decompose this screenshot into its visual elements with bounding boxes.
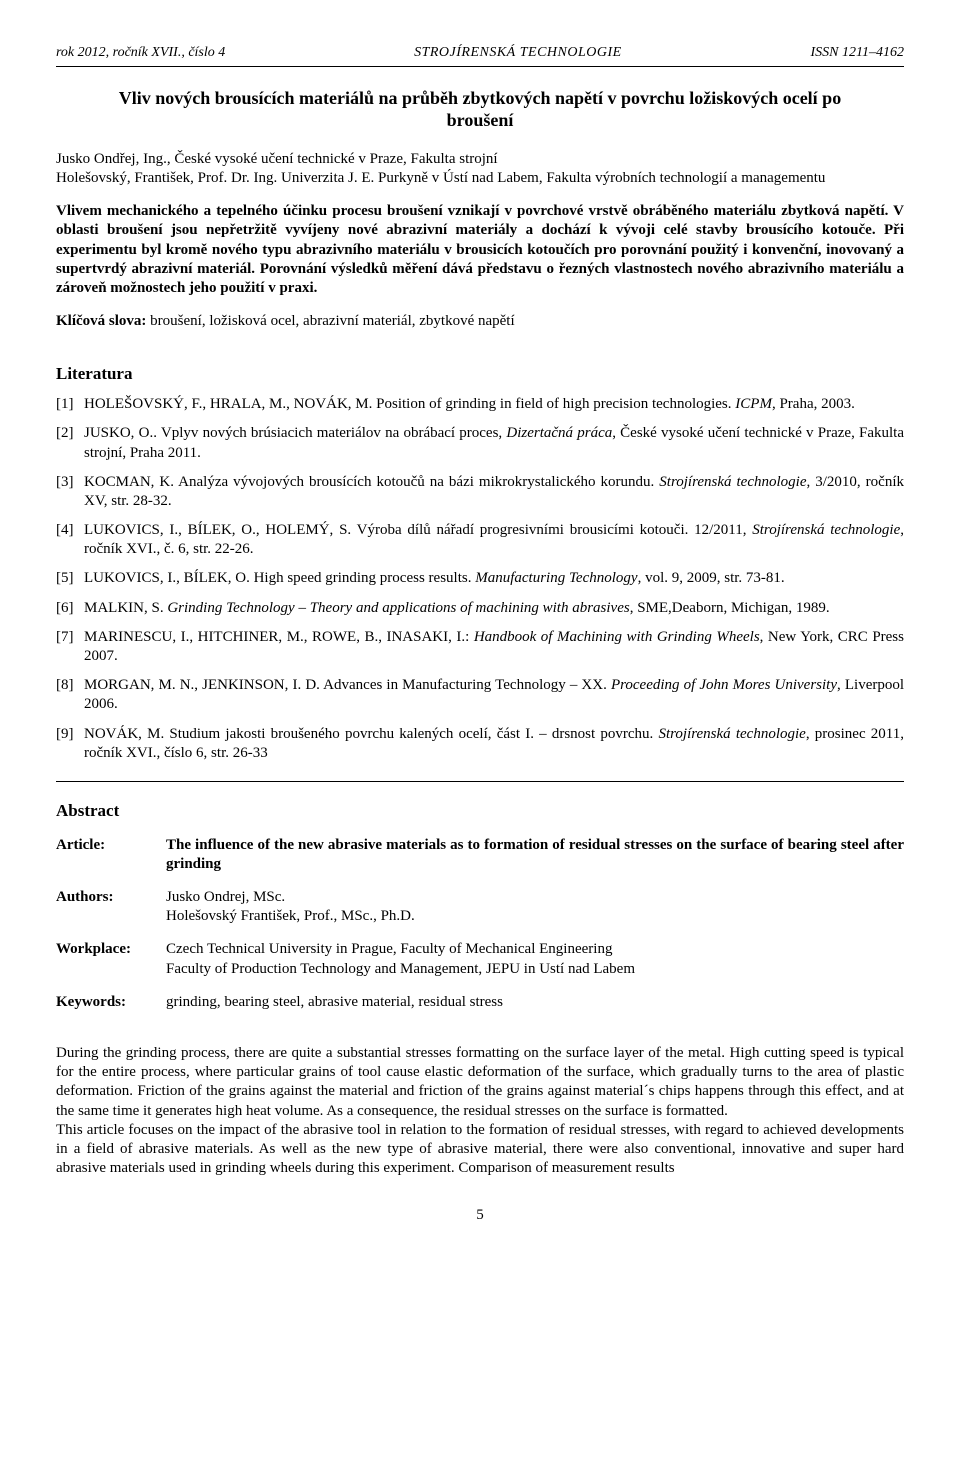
abstract-en-para-2: This article focuses on the impact of th… (56, 1121, 904, 1179)
meta-workplace-label: Workplace: (56, 940, 166, 992)
reference-number: [7] (56, 628, 84, 666)
reference-number: [3] (56, 473, 84, 511)
reference-item: [8]MORGAN, M. N., JENKINSON, I. D. Advan… (56, 676, 904, 714)
article-title-cz: Vliv nových brousících materiálů na průb… (90, 87, 870, 132)
reference-number: [8] (56, 676, 84, 714)
literature-heading: Literatura (56, 363, 904, 385)
reference-number: [5] (56, 569, 84, 588)
meta-article-label: Article: (56, 836, 166, 888)
reference-text: LUKOVICS, I., BÍLEK, O., HOLEMÝ, S. Výro… (84, 521, 904, 559)
authors-block: Jusko Ondřej, Ing., České vysoké učení t… (56, 150, 904, 188)
page-number: 5 (56, 1206, 904, 1225)
reference-number: [6] (56, 599, 84, 618)
meta-authors-label: Authors: (56, 888, 166, 940)
keywords-cz-line: Klíčová slova: broušení, ložisková ocel,… (56, 312, 904, 331)
abstract-en-para-1: During the grinding process, there are q… (56, 1044, 904, 1121)
reference-text: KOCMAN, K. Analýza vývojových brousících… (84, 473, 904, 511)
reference-text: LUKOVICS, I., BÍLEK, O. High speed grind… (84, 569, 904, 588)
reference-number: [4] (56, 521, 84, 559)
reference-number: [9] (56, 725, 84, 763)
reference-item: [3]KOCMAN, K. Analýza vývojových brousíc… (56, 473, 904, 511)
meta-workplace-value: Czech Technical University in Prague, Fa… (166, 940, 904, 992)
header-center: STROJÍRENSKÁ TECHNOLOGIE (414, 44, 622, 62)
reference-item: [5]LUKOVICS, I., BÍLEK, O. High speed gr… (56, 569, 904, 588)
reference-item: [6]MALKIN, S. Grinding Technology – Theo… (56, 599, 904, 618)
reference-item: [4]LUKOVICS, I., BÍLEK, O., HOLEMÝ, S. V… (56, 521, 904, 559)
reference-number: [2] (56, 424, 84, 462)
reference-item: [9]NOVÁK, M. Studium jakosti broušeného … (56, 725, 904, 763)
keywords-cz-label: Klíčová slova: (56, 313, 146, 329)
header-left: rok 2012, ročník XVII., číslo 4 (56, 44, 225, 62)
running-header: rok 2012, ročník XVII., číslo 4 STROJÍRE… (56, 44, 904, 62)
reference-text: MALKIN, S. Grinding Technology – Theory … (84, 599, 904, 618)
reference-text: NOVÁK, M. Studium jakosti broušeného pov… (84, 725, 904, 763)
reference-list: [1]HOLEŠOVSKÝ, F., HRALA, M., NOVÁK, M. … (56, 395, 904, 763)
meta-article-value: The influence of the new abrasive materi… (166, 836, 904, 888)
meta-keywords-label: Keywords: (56, 993, 166, 1026)
meta-keywords-value: grinding, bearing steel, abrasive materi… (166, 993, 904, 1026)
reference-text: HOLEŠOVSKÝ, F., HRALA, M., NOVÁK, M. Pos… (84, 395, 904, 414)
reference-item: [2]JUSKO, O.. Vplyv nových brúsiacich ma… (56, 424, 904, 462)
separator-rule (56, 781, 904, 782)
reference-item: [1]HOLEŠOVSKÝ, F., HRALA, M., NOVÁK, M. … (56, 395, 904, 414)
reference-text: JUSKO, O.. Vplyv nových brúsiacich mater… (84, 424, 904, 462)
keywords-cz-values: broušení, ložisková ocel, abrazivní mate… (146, 313, 514, 329)
header-rule (56, 66, 904, 67)
reference-text: MARINESCU, I., HITCHINER, M., ROWE, B., … (84, 628, 904, 666)
header-right: ISSN 1211–4162 (811, 44, 904, 62)
abstract-cz: Vlivem mechanického a tepelného účinku p… (56, 202, 904, 298)
reference-text: MORGAN, M. N., JENKINSON, I. D. Advances… (84, 676, 904, 714)
meta-authors-value: Jusko Ondrej, MSc.Holešovský František, … (166, 888, 904, 940)
reference-item: [7]MARINESCU, I., HITCHINER, M., ROWE, B… (56, 628, 904, 666)
reference-number: [1] (56, 395, 84, 414)
abstract-meta-table: Article: The influence of the new abrasi… (56, 836, 904, 1026)
abstract-en-heading: Abstract (56, 800, 904, 822)
